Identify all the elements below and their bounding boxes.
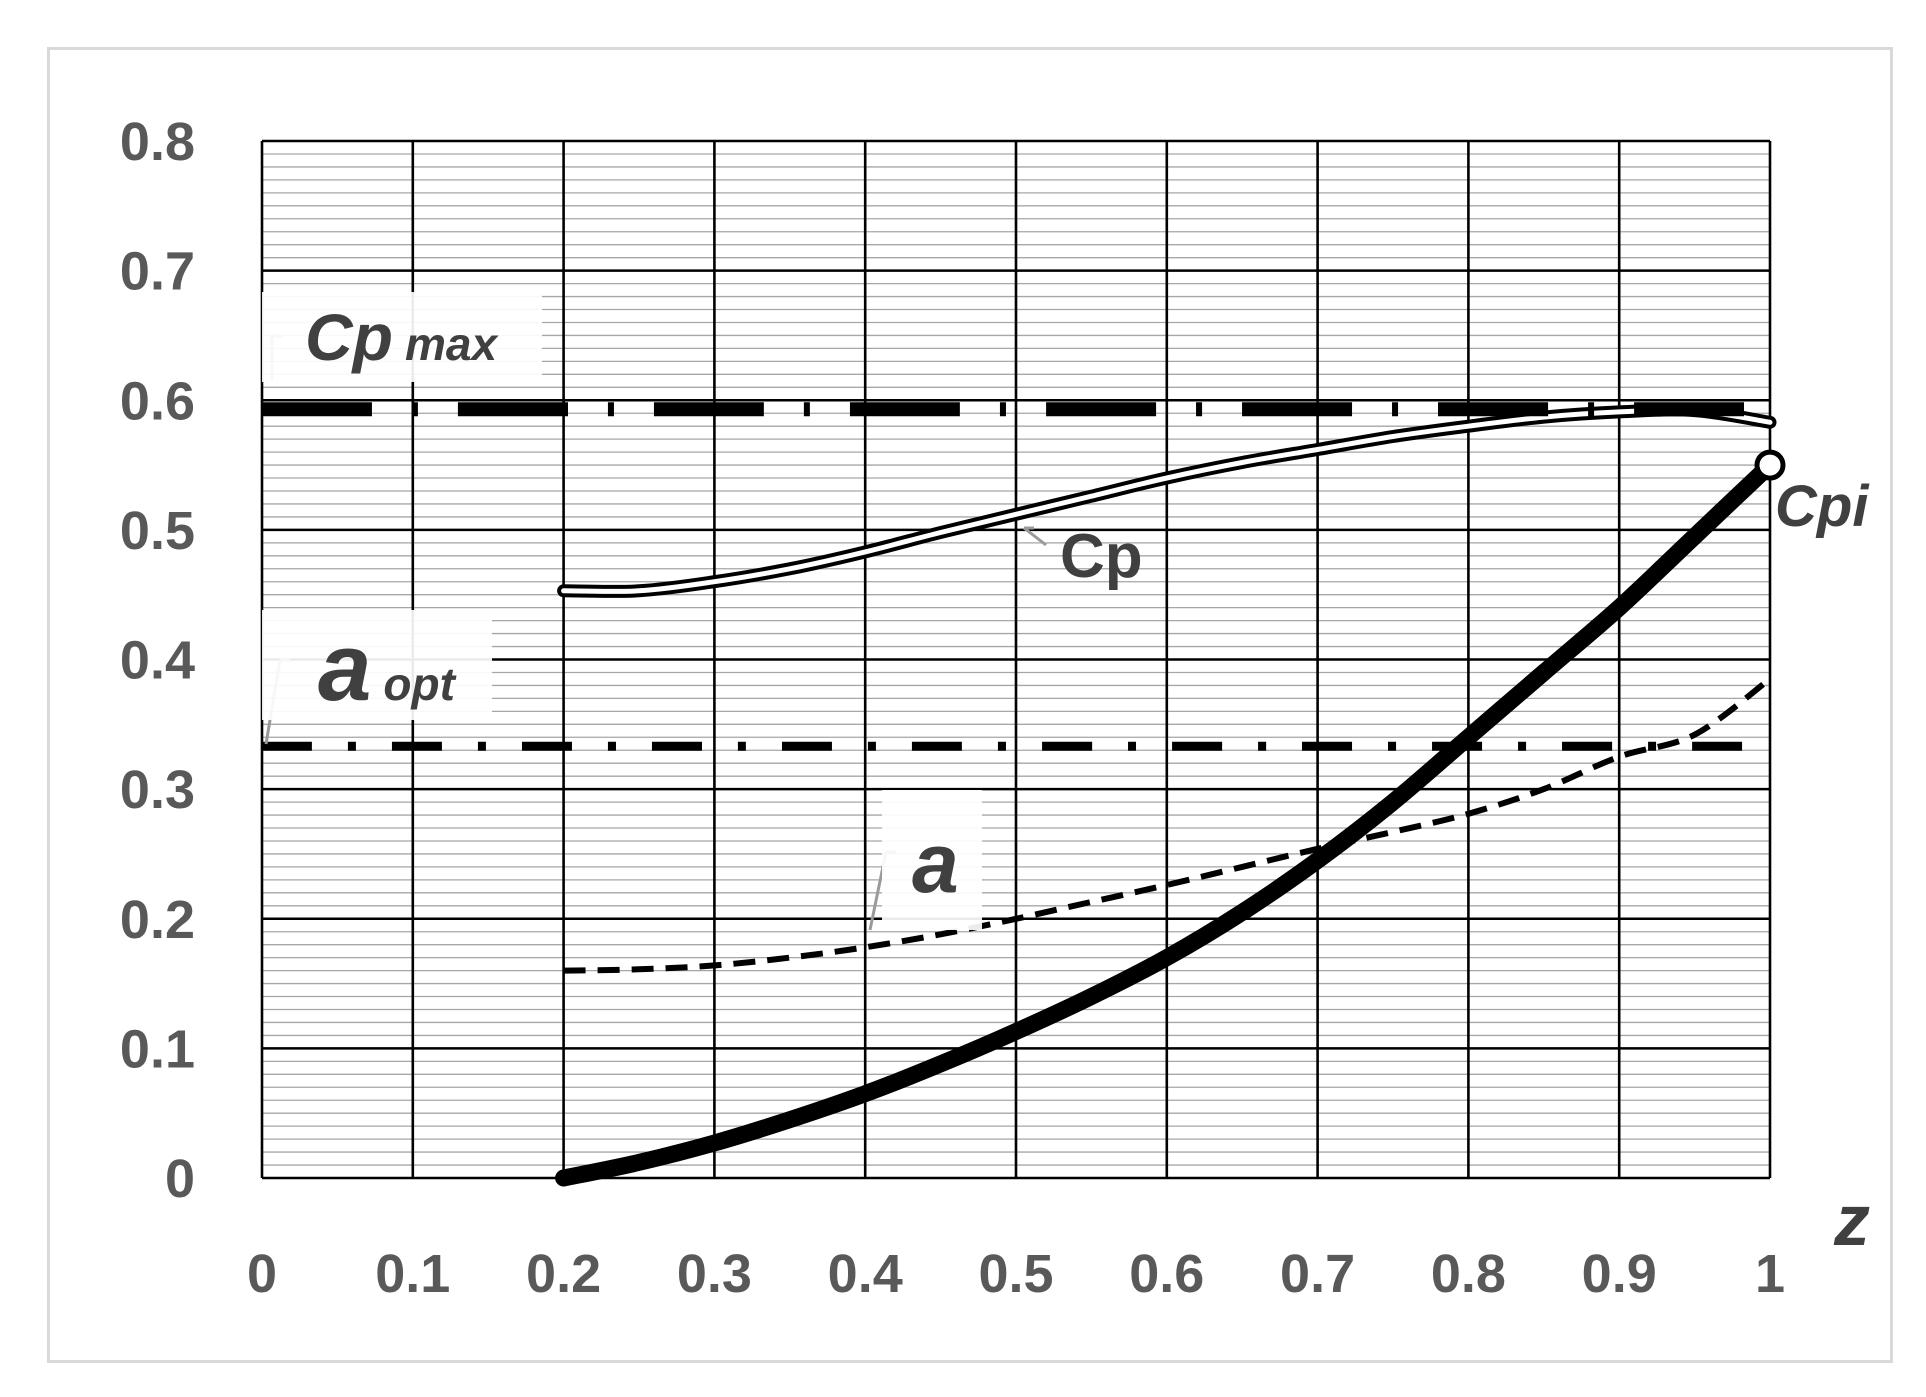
label-leader-line [1023,526,1047,547]
series-cpi-end-marker [1754,449,1786,481]
x-tick-label: 0.7 [1280,1244,1355,1304]
series-cp-inner-line [561,407,1773,594]
annotation-label: a opt [318,614,457,721]
y-axis-ticks: 0 0.1 0.2 0.3 0.4 0.5 0.6 0.7 0.8 [120,112,195,1209]
label-background [882,790,982,930]
y-tick-label: 0.2 [120,890,195,950]
y-tick-label: 0.8 [120,112,195,172]
y-tick-label: 0.6 [120,371,195,431]
label-background [262,292,542,382]
y-tick-label: 0 [165,1149,195,1209]
x-axis-ticks: 0 0.1 0.2 0.3 0.4 0.5 0.6 0.7 0.8 0.9 1 [247,1244,1785,1304]
x-tick-label: 0.3 [677,1244,752,1304]
major-gridlines [260,139,1772,1180]
annotation-label: Cp [1060,522,1143,591]
y-tick-label: 0.5 [120,501,195,561]
series-cpi-line [555,456,1779,1187]
y-tick-label: 0.7 [120,242,195,302]
x-tick-label: 0.2 [526,1244,601,1304]
x-tick-label: 0.5 [978,1244,1053,1304]
annotation-label: Cpi [1775,474,1870,539]
series-a-line [563,676,1772,974]
series-lines [261,402,1786,1187]
x-tick-label: 0 [247,1244,277,1304]
x-tick-label: 0.9 [1582,1244,1657,1304]
x-tick-label: 0.6 [1129,1244,1204,1304]
y-tick-label: 0.1 [120,1019,195,1079]
y-tick-label: 0.3 [120,760,195,820]
x-tick-label: 1 [1755,1244,1785,1304]
annotation-label: a [912,816,959,910]
y-tick-label: 0.4 [120,631,195,691]
annotation-label: Cp max [305,300,499,374]
annotation-labels: Cp max a opt Cp a Cpi [262,292,1870,931]
x-axis-label: z [1833,1181,1870,1261]
x-tick-label: 0.1 [375,1244,450,1304]
x-tick-label: 0.4 [828,1244,903,1304]
label-background [262,610,492,720]
x-tick-label: 0.8 [1431,1244,1506,1304]
